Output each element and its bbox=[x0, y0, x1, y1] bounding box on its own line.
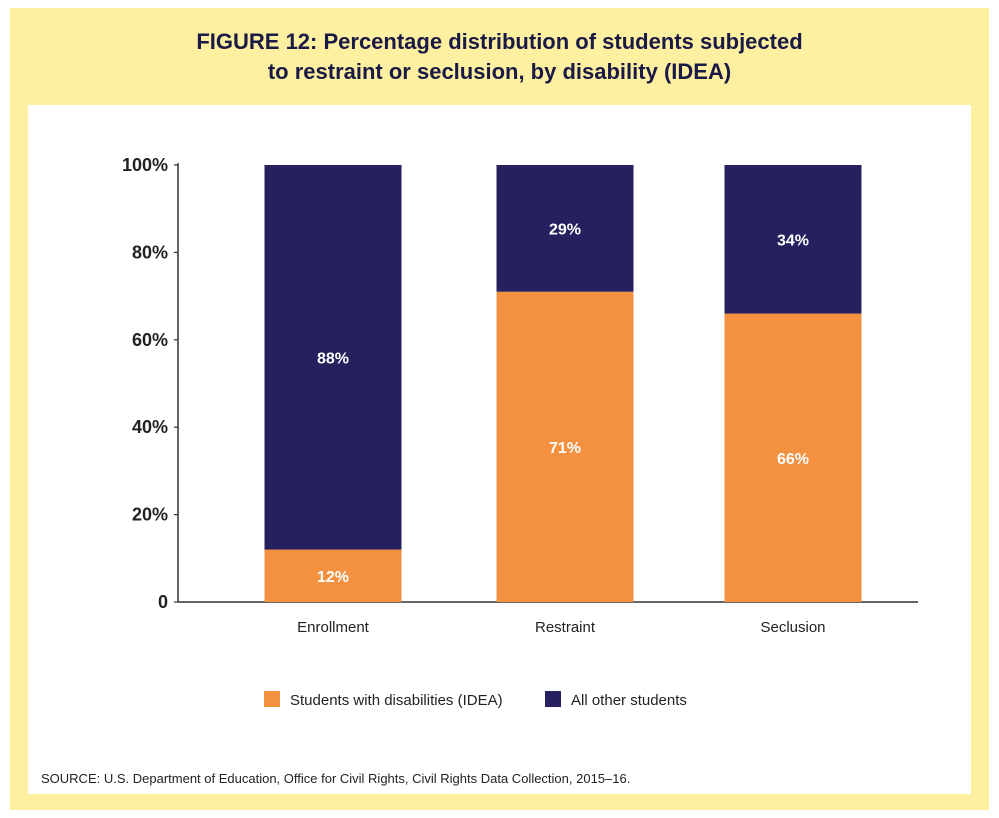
data-label-idea-enrollment: 12% bbox=[317, 569, 349, 586]
data-label-idea-restraint: 71% bbox=[549, 440, 581, 457]
data-label-other-enrollment: 88% bbox=[317, 350, 349, 367]
legend-swatch-other bbox=[545, 691, 561, 707]
data-label-other-seclusion: 34% bbox=[777, 232, 809, 249]
bar-segment-idea-enrollment bbox=[264, 549, 402, 602]
data-label-idea-seclusion: 66% bbox=[777, 451, 809, 468]
figure-title-line-1: FIGURE 12: Percentage distribution of st… bbox=[196, 28, 803, 54]
bar-segment-other-seclusion bbox=[724, 165, 862, 314]
bar-segment-other-enrollment bbox=[264, 165, 402, 550]
bar-segment-idea-restraint bbox=[496, 291, 634, 602]
bar-segment-other-restraint bbox=[496, 165, 634, 292]
y-tick-label: 20% bbox=[132, 505, 168, 525]
figure-frame: FIGURE 12: Percentage distribution of st… bbox=[10, 8, 989, 810]
y-tick-label: 100% bbox=[122, 155, 168, 175]
stacked-bar-chart: 0 20% 40% 60% 80% 100% 12% 88% Enrollment 71% 29% R… bbox=[122, 155, 918, 709]
x-category-label-enrollment: Enrollment bbox=[297, 619, 370, 636]
legend-swatch-idea bbox=[264, 691, 280, 707]
source-note: SOURCE: U.S. Department of Education, Of… bbox=[41, 771, 631, 786]
x-category-label-seclusion: Seclusion bbox=[760, 619, 825, 636]
figure-title-line-2: to restraint or seclusion, by disability… bbox=[267, 58, 732, 84]
chart-panel: 0 20% 40% 60% 80% 100% 12% 88% Enrollment 71% 29% R… bbox=[28, 105, 971, 794]
x-category-label-restraint: Restraint bbox=[535, 619, 596, 636]
legend-label-idea: Students with disabilities (IDEA) bbox=[290, 692, 503, 709]
y-tick-label: 0 bbox=[158, 592, 168, 612]
y-tick-label: 60% bbox=[132, 330, 168, 350]
bar-segment-idea-seclusion bbox=[724, 313, 862, 602]
y-tick-label: 40% bbox=[132, 417, 168, 437]
data-label-other-restraint: 29% bbox=[549, 221, 581, 238]
y-tick-label: 80% bbox=[132, 242, 168, 262]
legend-label-other: All other students bbox=[571, 692, 687, 709]
figure-title: FIGURE 12: Percentage distribution of st… bbox=[10, 8, 989, 105]
